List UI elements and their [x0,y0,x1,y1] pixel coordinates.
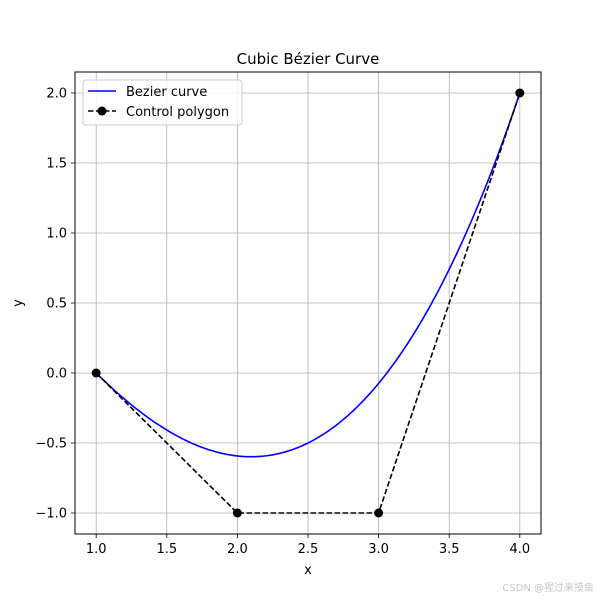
x-tick-label: 4.0 [509,542,530,557]
y-tick-label: 1.5 [46,157,67,172]
legend: Bezier curve Control polygon [82,79,243,126]
x-tick-label: 2.0 [227,542,248,557]
x-tick-label: 1.0 [86,542,107,557]
bezier-curve-line [95,92,521,458]
control-point-marker [91,368,101,378]
control-polygon-line [95,92,521,514]
legend-box [82,79,243,126]
control-point-marker [232,508,242,518]
y-tick-label: 2.0 [46,87,67,102]
x-tick-label: 1.5 [156,542,177,557]
control-point-marker [515,88,525,98]
control-point-marker [374,508,384,518]
y-tick-label: 0.0 [46,367,67,382]
watermark: CSDN @猩过来摸鱼 [502,583,594,594]
grid-layer [75,72,541,534]
y-tick-label: −1.0 [35,507,67,522]
x-axis-label: x [304,563,312,578]
y-axis-label: y [11,299,26,307]
y-tick-label: 1.0 [46,227,67,242]
x-tick-label: 2.5 [298,542,319,557]
tick-layer: 1.0 1.5 2.0 2.5 3.0 3.5 4.0 −1.0 −0.5 0.0 0.5 1.0 1.… [35,87,530,558]
y-tick-label: 0.5 [46,297,67,312]
x-tick-label: 3.5 [439,542,460,557]
legend-label-control-polygon: Control polygon [126,105,229,120]
legend-marker-control-polygon [97,106,107,116]
data-layer [91,88,525,518]
x-tick-label: 3.0 [368,542,389,557]
y-tick-label: −0.5 [35,437,67,452]
legend-label-bezier: Bezier curve [126,85,207,100]
chart-title: Cubic Bézier Curve [237,50,380,68]
